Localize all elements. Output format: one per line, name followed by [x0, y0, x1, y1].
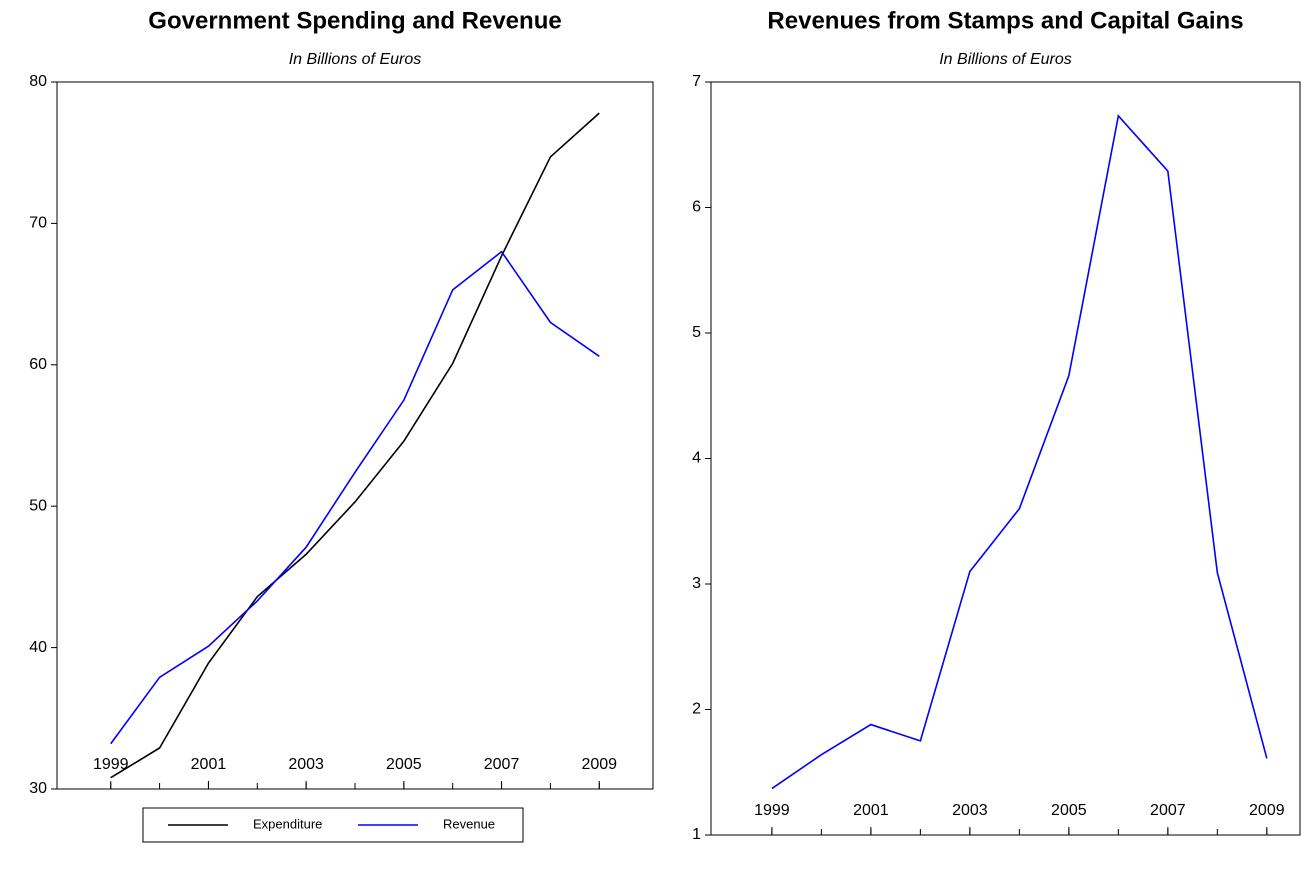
x-tick-label: 2001	[853, 802, 889, 819]
y-tick-label: 70	[29, 215, 47, 232]
plot-frame	[56, 81, 654, 790]
y-tick-label: 60	[29, 356, 47, 373]
chart-title: Revenues from Stamps and Capital Gains	[767, 7, 1243, 34]
x-tick-label: 2005	[1051, 802, 1087, 819]
series-line	[110, 250, 600, 745]
chart-subtitle: In Billions of Euros	[289, 51, 422, 68]
y-tick-label: 6	[692, 199, 701, 216]
x-tick-label: 2003	[288, 756, 324, 773]
y-tick-label: 30	[29, 780, 47, 797]
x-tick-label: 2005	[386, 756, 422, 773]
y-tick-label: 80	[29, 73, 47, 90]
series-line	[771, 114, 1268, 790]
y-tick-label: 5	[692, 324, 701, 341]
x-tick-label: 2007	[484, 756, 520, 773]
y-tick-label: 2	[692, 701, 701, 718]
plot-frame	[710, 81, 1301, 836]
series-line	[110, 112, 600, 779]
y-tick-label: 4	[692, 450, 701, 467]
x-tick-label: 2001	[191, 756, 227, 773]
y-tick-label: 3	[692, 575, 701, 592]
legend-label: Revenue	[443, 816, 495, 831]
x-tick-label: 2003	[952, 802, 988, 819]
x-tick-label: 2009	[1249, 802, 1285, 819]
x-tick-label: 1999	[93, 756, 129, 773]
chart-subtitle: In Billions of Euros	[939, 51, 1072, 68]
y-tick-label: 50	[29, 497, 47, 514]
chart-title: Government Spending and Revenue	[148, 7, 561, 34]
y-tick-label: 40	[29, 639, 47, 656]
x-tick-label: 2007	[1150, 802, 1186, 819]
x-tick-label: 1999	[754, 802, 790, 819]
y-tick-label: 1	[692, 826, 701, 843]
legend-label: Expenditure	[253, 816, 322, 831]
x-tick-label: 2009	[581, 756, 617, 773]
y-tick-label: 7	[692, 73, 701, 90]
